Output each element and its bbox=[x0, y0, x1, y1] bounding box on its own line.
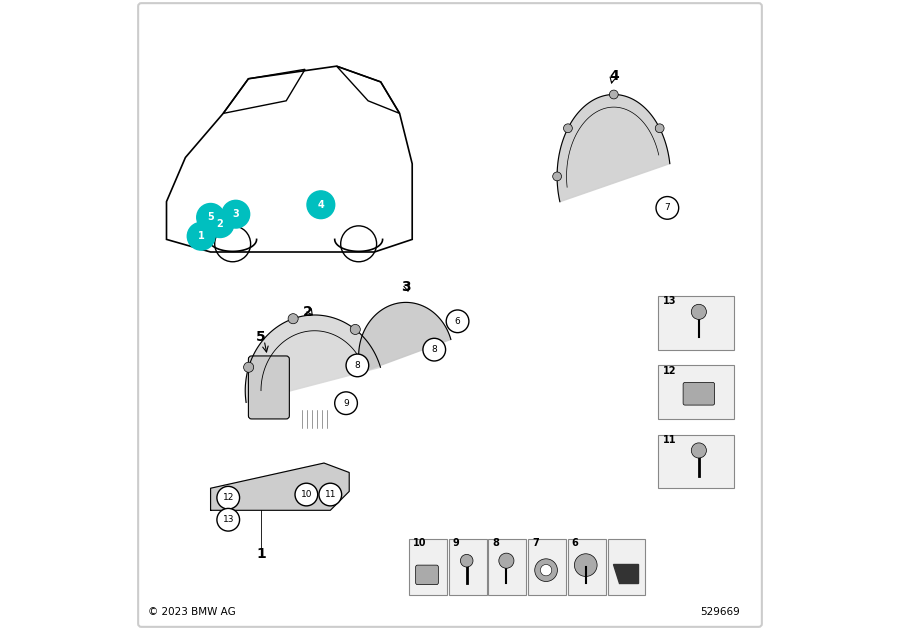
Circle shape bbox=[655, 124, 664, 133]
Circle shape bbox=[244, 362, 254, 372]
Text: 2: 2 bbox=[303, 305, 313, 319]
Text: 1: 1 bbox=[256, 547, 266, 561]
FancyBboxPatch shape bbox=[658, 435, 734, 488]
FancyBboxPatch shape bbox=[608, 539, 645, 595]
Text: 12: 12 bbox=[663, 365, 677, 375]
Text: 2: 2 bbox=[217, 219, 223, 229]
Text: 1: 1 bbox=[198, 231, 204, 241]
Circle shape bbox=[461, 554, 473, 567]
Circle shape bbox=[609, 90, 618, 99]
Circle shape bbox=[350, 324, 360, 335]
Text: 8: 8 bbox=[355, 361, 360, 370]
Text: 5: 5 bbox=[207, 212, 214, 222]
Circle shape bbox=[197, 203, 224, 231]
Polygon shape bbox=[359, 302, 451, 372]
Circle shape bbox=[222, 200, 249, 228]
Circle shape bbox=[563, 124, 572, 133]
Text: 6: 6 bbox=[572, 538, 579, 548]
Text: 11: 11 bbox=[325, 490, 336, 499]
Text: 5: 5 bbox=[256, 330, 266, 344]
Text: 10: 10 bbox=[413, 538, 427, 548]
FancyBboxPatch shape bbox=[683, 382, 715, 405]
Circle shape bbox=[346, 354, 369, 377]
Polygon shape bbox=[211, 463, 349, 510]
Circle shape bbox=[187, 222, 215, 250]
FancyBboxPatch shape bbox=[139, 3, 761, 627]
Circle shape bbox=[656, 197, 679, 219]
FancyBboxPatch shape bbox=[658, 296, 734, 350]
Text: 529669: 529669 bbox=[700, 607, 740, 617]
Circle shape bbox=[288, 314, 298, 324]
FancyBboxPatch shape bbox=[528, 539, 566, 595]
Text: 7: 7 bbox=[532, 538, 538, 548]
FancyBboxPatch shape bbox=[568, 539, 606, 595]
Text: 8: 8 bbox=[431, 345, 437, 354]
Circle shape bbox=[574, 554, 597, 576]
Text: © 2023 BMW AG: © 2023 BMW AG bbox=[148, 607, 236, 617]
Circle shape bbox=[535, 559, 557, 581]
Text: 4: 4 bbox=[318, 200, 324, 210]
Text: 4: 4 bbox=[609, 69, 618, 83]
Circle shape bbox=[307, 191, 335, 219]
FancyBboxPatch shape bbox=[248, 356, 290, 419]
Circle shape bbox=[217, 508, 239, 531]
FancyBboxPatch shape bbox=[416, 565, 438, 585]
Circle shape bbox=[217, 486, 239, 509]
Circle shape bbox=[319, 483, 342, 506]
Text: 9: 9 bbox=[453, 538, 459, 548]
Text: 9: 9 bbox=[343, 399, 349, 408]
FancyBboxPatch shape bbox=[489, 539, 526, 595]
Circle shape bbox=[446, 310, 469, 333]
Polygon shape bbox=[246, 315, 381, 403]
Circle shape bbox=[423, 338, 446, 361]
Polygon shape bbox=[613, 564, 638, 583]
Circle shape bbox=[691, 304, 707, 319]
FancyBboxPatch shape bbox=[658, 365, 734, 419]
Text: 3: 3 bbox=[232, 209, 239, 219]
Text: 6: 6 bbox=[454, 317, 461, 326]
Circle shape bbox=[553, 172, 562, 181]
Text: 12: 12 bbox=[222, 493, 234, 502]
Polygon shape bbox=[557, 94, 670, 202]
Text: 8: 8 bbox=[492, 538, 500, 548]
Circle shape bbox=[295, 483, 318, 506]
Text: 10: 10 bbox=[301, 490, 312, 499]
Text: 13: 13 bbox=[663, 296, 677, 306]
Circle shape bbox=[540, 564, 552, 576]
Circle shape bbox=[206, 210, 234, 238]
Circle shape bbox=[335, 392, 357, 415]
Text: 13: 13 bbox=[222, 515, 234, 524]
Circle shape bbox=[691, 443, 707, 458]
Text: 7: 7 bbox=[664, 203, 670, 212]
Text: 3: 3 bbox=[401, 280, 410, 294]
FancyBboxPatch shape bbox=[410, 539, 447, 595]
Circle shape bbox=[499, 553, 514, 568]
Text: 11: 11 bbox=[663, 435, 677, 445]
FancyBboxPatch shape bbox=[449, 539, 487, 595]
